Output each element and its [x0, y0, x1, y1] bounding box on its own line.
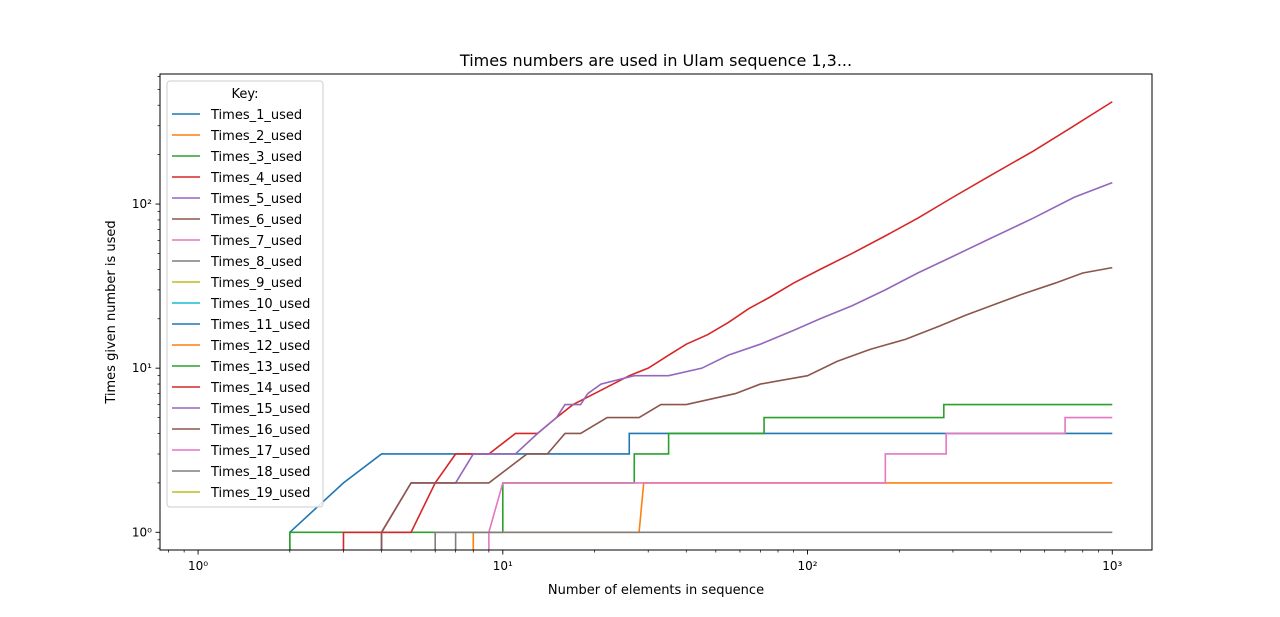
legend-label: Times_11_used	[210, 318, 310, 333]
legend-items: Times_1_used Times_2_used Times_3_used Time…	[172, 108, 310, 501]
x-tick-label: 10⁰	[188, 559, 208, 573]
y-tick-label: 10⁰	[132, 525, 152, 539]
series-layer	[289, 101, 1113, 550]
legend-label: Times_6_used	[210, 213, 302, 228]
y-tick-label: 10²	[132, 197, 152, 211]
legend-label: Times_14_used	[210, 381, 310, 396]
legend: Key: Times_1_used Times_2_used Times_3_use…	[166, 80, 324, 508]
legend-label: Times_15_used	[210, 402, 310, 417]
x-tick-label: 10³	[1102, 559, 1122, 573]
legend-label: Times_3_used	[210, 150, 302, 165]
x-tick-label: 10²	[797, 559, 817, 573]
legend-label: Times_9_used	[210, 276, 302, 291]
legend-label: Times_2_used	[210, 129, 302, 144]
series-line-times-6-used	[380, 266, 1113, 550]
y-tick-label: 10¹	[132, 361, 152, 375]
legend-label: Times_5_used	[210, 192, 302, 207]
legend-box	[166, 80, 324, 508]
legend-label: Times_16_used	[210, 423, 310, 438]
legend-label: Times_7_used	[210, 234, 302, 249]
y-axis-label: Times given number is used	[104, 220, 119, 404]
legend-title: Key:	[231, 87, 258, 102]
legend-label: Times_12_used	[210, 339, 310, 354]
legend-label: Times_8_used	[210, 255, 302, 270]
x-axis-label: Number of elements in sequence	[548, 583, 764, 598]
y-axis: 10⁰ 10¹ 10²	[132, 75, 160, 549]
legend-label: Times_4_used	[210, 171, 302, 186]
plot-frame	[159, 73, 1153, 551]
legend-label: Times_10_used	[210, 297, 310, 312]
legend-label: Times_19_used	[210, 486, 310, 501]
plot-area	[159, 73, 1153, 551]
legend-label: Times_13_used	[210, 360, 310, 375]
legend-label: Times_18_used	[210, 465, 310, 480]
chart-title: Times numbers are used in Ulam sequence …	[459, 51, 852, 70]
legend-label: Times_17_used	[210, 444, 310, 459]
series-line-times-5-used	[380, 181, 1113, 550]
plot-background	[160, 74, 1152, 550]
series-line-times-7-used	[488, 416, 1113, 550]
series-line-times-8-used	[434, 531, 1113, 550]
legend-label: Times_1_used	[210, 108, 302, 123]
x-axis: 10⁰ 10¹ 10² 10³	[168, 550, 1123, 573]
x-tick-label: 10¹	[493, 559, 513, 573]
